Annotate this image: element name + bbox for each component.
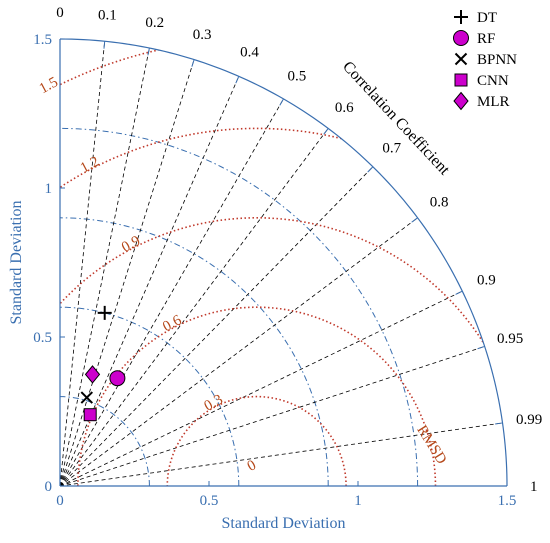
correlation-title: Correlation Coefficient [339, 58, 453, 179]
marker-dt [97, 305, 112, 320]
correlation-tick-label: 0.3 [193, 27, 212, 43]
marker-rf [109, 370, 126, 387]
outer-arc [59, 38, 508, 487]
y-tick-label: 0 [45, 479, 53, 495]
rmsd-contour-label: 0.6 [160, 312, 185, 335]
correlation-tick-label: 1 [530, 479, 538, 495]
correlation-tick-mark [323, 128, 329, 135]
x-tick-label: 0.5 [200, 493, 219, 509]
correlation-line [59, 98, 284, 487]
x-tick-label: 1 [354, 493, 362, 509]
y-tick-label: 0.5 [33, 330, 52, 346]
correlation-tick-label: 0.9 [477, 273, 496, 289]
correlation-tick-mark [367, 166, 374, 173]
correlation-tick-mark [495, 422, 503, 425]
correlation-line [59, 76, 240, 487]
correlation-tick-label: 0.1 [98, 8, 117, 24]
legend: DT RF BPNN CNN MLR [453, 10, 517, 111]
correlation-tick-label: 0.95 [497, 331, 523, 347]
axes [59, 38, 508, 487]
correlation-tick-mark [147, 47, 150, 56]
correlation-tick-label: 0.2 [145, 15, 164, 31]
legend-marker-cnn [454, 73, 468, 87]
correlation-line [59, 290, 463, 487]
correlation-tick-mark [411, 217, 418, 223]
legend-label-cnn: CNN [477, 73, 509, 89]
legend-label-mlr: MLR [477, 94, 510, 110]
correlation-line [59, 346, 485, 487]
correlation-tick-label: 0.8 [430, 195, 449, 211]
correlation-line [59, 217, 418, 487]
legend-label-rf: RF [477, 31, 495, 47]
correlation-tick-label: 0.5 [288, 69, 307, 85]
legend-marker-mlr [453, 91, 469, 111]
marker-cnn [83, 408, 97, 422]
correlation-line [59, 59, 195, 487]
rmsd-zero-label: 0 [245, 457, 259, 475]
rmsd-contour-label: 1.2 [78, 154, 102, 177]
rmsd-contour [166, 395, 347, 486]
legend-marker-dt [454, 10, 468, 24]
legend-marker-rf [453, 30, 469, 46]
rmsd-contour-label: 0.3 [202, 392, 226, 415]
x-tick-label: 0 [56, 493, 64, 509]
correlation-tick-label: 0.4 [240, 45, 259, 61]
rmsd-contour [77, 306, 437, 486]
correlation-tick-labels: 0 0.1 0.2 0.3 0.4 0.5 0.6 0.7 0.8 0.9 0.95 0.99 1 [56, 5, 542, 495]
std-arc [59, 127, 419, 487]
legend-label-bpnn: BPNN [477, 52, 517, 68]
y-tick-label: 1 [45, 181, 53, 197]
rmsd-contour-label: 1.5 [37, 74, 61, 97]
data-markers [80, 305, 126, 422]
std-arc [59, 217, 329, 487]
correlation-tick-mark [235, 76, 240, 84]
correlation-tick-mark [191, 59, 195, 67]
y-tick-label: 1.5 [33, 32, 52, 48]
marker-mlr [84, 365, 101, 384]
rmsd-contour [60, 216, 507, 486]
correlation-tick-mark [455, 290, 463, 295]
correlation-tick-mark [477, 345, 485, 350]
std-arcs [59, 127, 419, 487]
correlation-tick-mark [103, 41, 106, 49]
y-axis-title: Standard Deviation [8, 201, 25, 325]
correlation-lines [59, 41, 503, 487]
correlation-line [59, 128, 329, 487]
correlation-tick-label: 0.6 [335, 100, 354, 116]
correlation-line [59, 422, 503, 487]
rmsd-contour [60, 127, 507, 486]
correlation-tick-label: 0.99 [516, 412, 542, 428]
x-axis-title: Standard Deviation [222, 515, 346, 532]
legend-marker-bpnn [454, 52, 468, 66]
legend-label-dt: DT [477, 10, 497, 26]
marker-bpnn [80, 391, 94, 404]
x-tick-label: 1.5 [498, 493, 517, 509]
correlation-line [59, 47, 150, 487]
correlation-line [59, 41, 106, 487]
std-arc [59, 396, 150, 487]
correlation-line [59, 166, 374, 487]
correlation-tick-mark [279, 98, 284, 106]
correlation-tick-label: 0.7 [382, 141, 401, 157]
rmsd-contour-label: 0.9 [119, 233, 143, 256]
rmsd-title: RMSD [413, 423, 449, 468]
correlation-tick-label: 0 [56, 5, 64, 21]
